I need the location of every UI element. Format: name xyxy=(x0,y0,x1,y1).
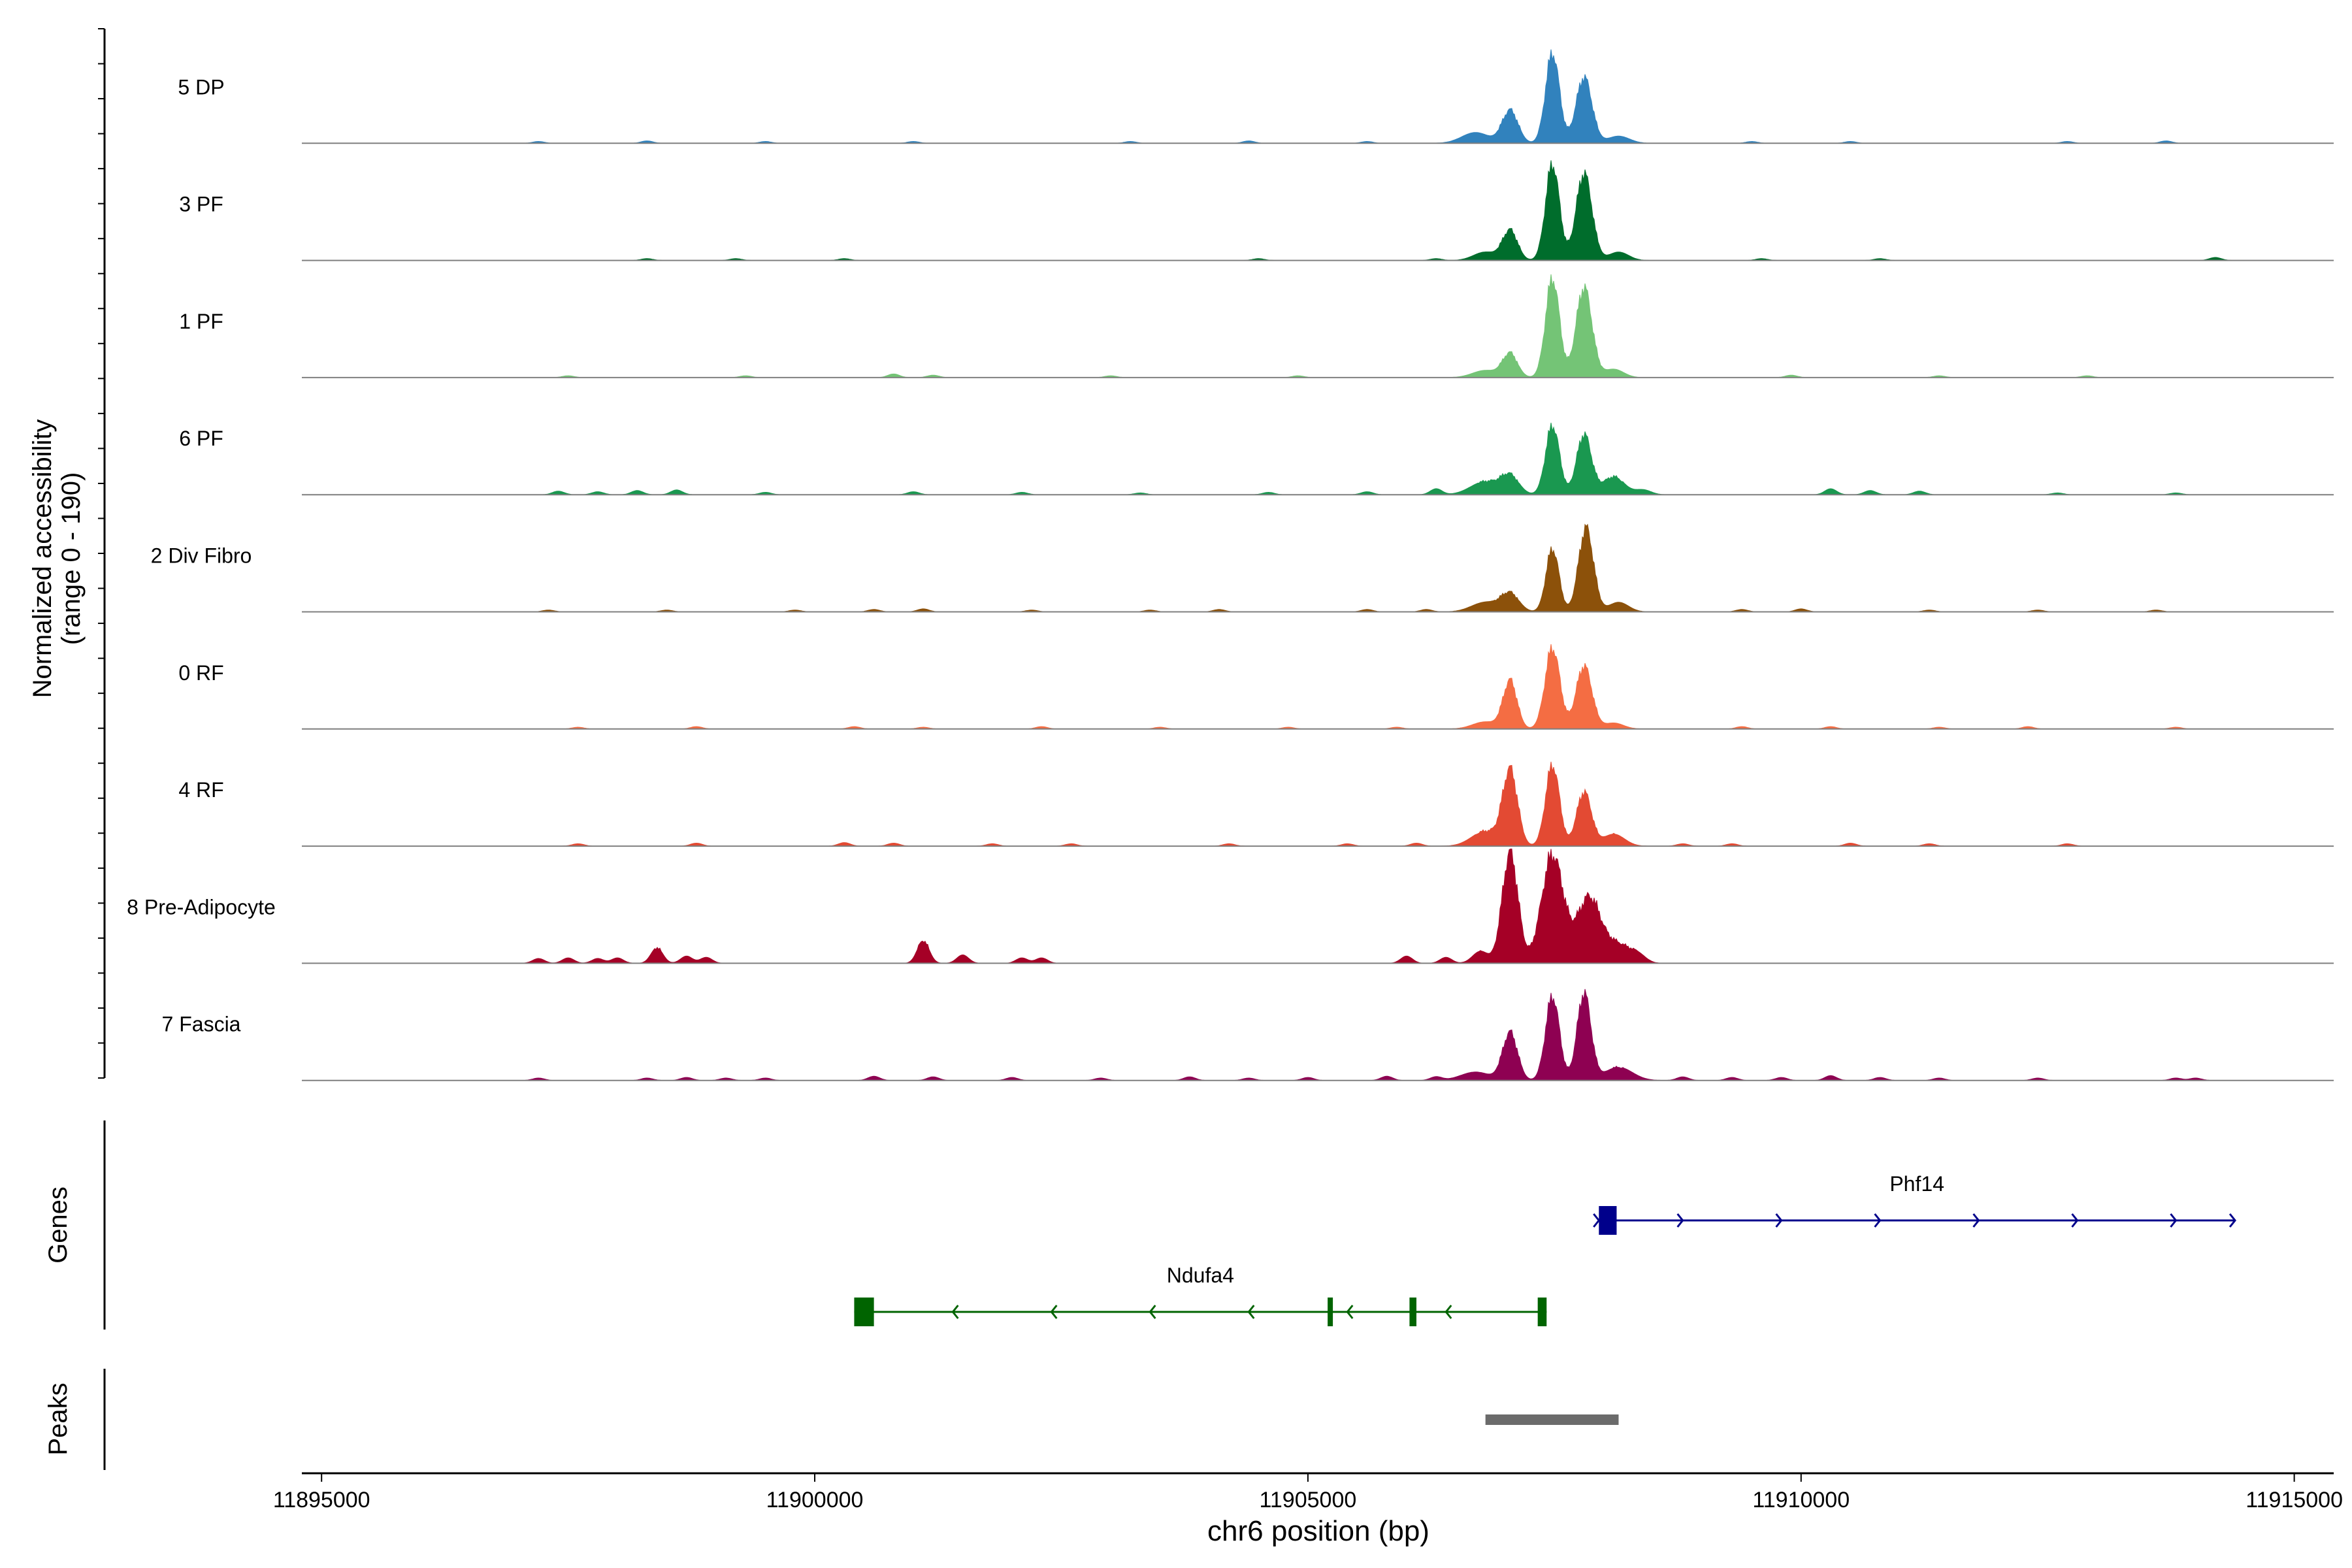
track-label: 8 Pre-Adipocyte xyxy=(127,895,276,919)
coverage-area xyxy=(302,423,2234,495)
coverage-area xyxy=(302,761,2234,847)
strand-arrow xyxy=(1149,1305,1156,1319)
track-label: 2 Div Fibro xyxy=(151,544,252,568)
gene-phf14: Phf14 xyxy=(1593,1172,2236,1235)
coverage-y-ticks xyxy=(98,28,105,1079)
track-3-pf: 3 PF xyxy=(179,160,2334,261)
strand-arrow xyxy=(1775,1213,1783,1228)
strand-arrow xyxy=(951,1305,959,1319)
x-tick-label: 11895000 xyxy=(273,1488,370,1512)
peak-regions xyxy=(1485,1414,1619,1425)
x-axis-label: chr6 position (bp) xyxy=(1207,1515,1429,1547)
x-tick-label: 11910000 xyxy=(1752,1488,1850,1512)
track-label: 3 PF xyxy=(179,193,223,216)
strand-arrow xyxy=(2071,1213,2079,1228)
gene-exon xyxy=(854,1298,874,1326)
coverage-area xyxy=(302,848,2234,964)
track-4-rf: 4 RF xyxy=(178,761,2334,847)
track-8-pre-adipocyte: 8 Pre-Adipocyte xyxy=(127,848,2334,964)
strand-arrow xyxy=(1050,1305,1058,1319)
gene-name: Ndufa4 xyxy=(1167,1264,1234,1287)
coverage-area xyxy=(302,274,2234,378)
gene-exon xyxy=(1328,1298,1333,1326)
y-axis-label-line2: (range 0 - 190) xyxy=(57,472,86,645)
gene-name: Phf14 xyxy=(1889,1172,1944,1196)
x-tick-label: 11915000 xyxy=(2246,1488,2343,1512)
coverage-area xyxy=(302,644,2234,730)
peaks-panel-label: Peaks xyxy=(44,1382,73,1455)
track-label: 0 RF xyxy=(178,661,223,685)
gene-ndufa4: Ndufa4 xyxy=(854,1264,1547,1326)
track-1-pf: 1 PF xyxy=(179,274,2334,378)
gene-exon xyxy=(1537,1298,1547,1326)
y-axis-label-line1: Normalized accessibility xyxy=(28,419,57,698)
genes-panel-label: Genes xyxy=(44,1186,73,1264)
track-label: 6 PF xyxy=(179,427,223,450)
track-label: 5 DP xyxy=(178,75,224,99)
x-tick-label: 11900000 xyxy=(766,1488,864,1512)
gene-exon xyxy=(1599,1206,1617,1235)
track-7-fascia: 7 Fascia xyxy=(162,988,2334,1081)
strand-arrow xyxy=(2170,1213,2178,1228)
track-2-div-fibro: 2 Div Fibro xyxy=(151,523,2334,613)
strand-arrow xyxy=(1972,1213,1980,1228)
strand-arrow xyxy=(1247,1305,1255,1319)
coverage-area xyxy=(302,160,2235,261)
peak-region xyxy=(1485,1414,1619,1425)
strand-arrow xyxy=(1874,1213,1882,1228)
strand-arrow xyxy=(1676,1213,1684,1228)
strand-arrow xyxy=(1445,1305,1452,1319)
strand-arrow xyxy=(1593,1213,1601,1228)
coverage-area xyxy=(302,988,2234,1081)
gene-exon xyxy=(1409,1298,1416,1326)
track-5-dp: 5 DP xyxy=(178,49,2334,144)
strand-arrow xyxy=(2229,1213,2236,1228)
track-label: 7 Fascia xyxy=(162,1013,241,1036)
coverage-area xyxy=(302,523,2234,612)
strand-arrow xyxy=(1346,1305,1354,1319)
coverage-area xyxy=(302,49,2234,144)
x-axis-ticks: 11895000 11900000 11905000 11910000 11915000 xyxy=(273,1473,2343,1512)
coverage-tracks: 5 DP 3 PF 1 PF 6 PF 2 Div Fibro 0 RF 4 RF 8 Pre… xyxy=(127,49,2334,1081)
x-tick-label: 11905000 xyxy=(1260,1488,1357,1512)
track-label: 4 RF xyxy=(178,778,223,802)
track-6-pf: 6 PF xyxy=(179,423,2334,496)
gene-annotations: Phf14 Ndufa4 xyxy=(854,1172,2236,1326)
track-0-rf: 0 RF xyxy=(178,644,2334,730)
track-label: 1 PF xyxy=(179,310,223,333)
